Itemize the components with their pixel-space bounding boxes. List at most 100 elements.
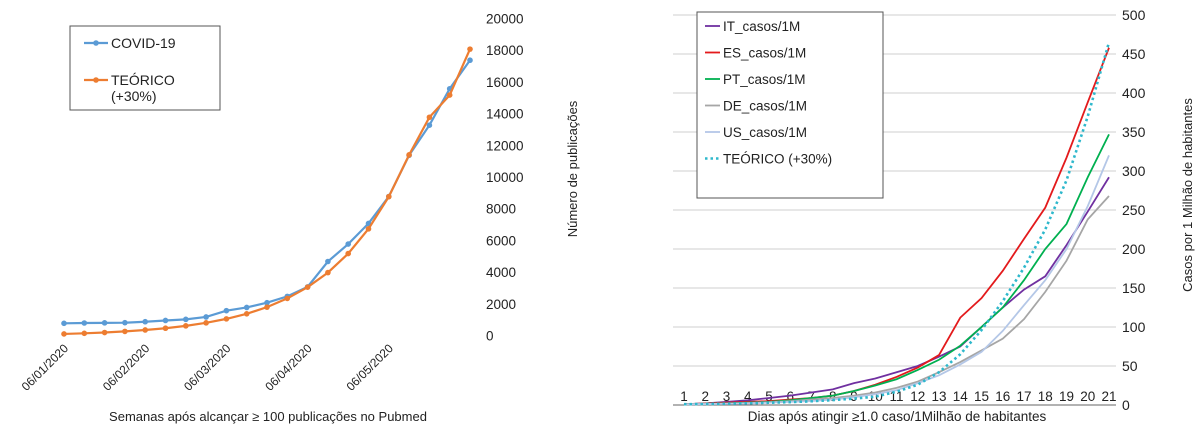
left-data-point-te-rico	[345, 250, 352, 257]
left-data-point-covid-19	[162, 317, 169, 324]
right-y-tick-label: 450	[1122, 46, 1146, 62]
right-x-tick-label: 5	[765, 389, 773, 404]
left-data-point-te-rico	[284, 295, 291, 302]
right-series-line-it-casos-1m	[683, 176, 1110, 406]
right-y-axis: 0 50 100 150 200 250 300 350 400 450 500	[1122, 7, 1146, 413]
right-legend-label: ES_casos/1M	[723, 46, 806, 61]
left-data-point-covid-19	[142, 318, 148, 325]
right-y-tick-label: 350	[1122, 124, 1146, 140]
right-x-tick-label: 17	[1016, 389, 1031, 404]
left-data-point-covid-19	[203, 314, 209, 320]
left-series	[61, 46, 473, 337]
right-x-tick-label: 21	[1101, 389, 1116, 404]
right-series-line-us-casos-1m	[683, 155, 1110, 406]
left-legend-marker	[93, 77, 99, 83]
left-data-point-te-rico	[304, 284, 311, 290]
right-legend-label: PT_casos/1M	[723, 72, 806, 87]
right-x-tick-label: 1	[680, 389, 688, 404]
right-x-axis-label: Dias após atingir ≥1.0 caso/1Milhão de h…	[748, 409, 1047, 424]
left-chart: 0 2000 4000 6000 8000 10000 12000 14000 16000 180…	[19, 12, 580, 425]
left-x-tick-label: 06/03/2020	[181, 341, 234, 394]
right-y-axis-label: Casos por 1 Milhão de habitantes	[1180, 98, 1195, 292]
left-legend-label: COVID-19	[111, 35, 176, 51]
left-data-point-covid-19	[264, 299, 270, 306]
left-y-tick-label: 2000	[486, 297, 516, 312]
left-data-point-te-rico	[122, 328, 128, 335]
right-x-tick-label: 13	[931, 389, 946, 404]
left-y-tick-label: 6000	[486, 233, 516, 248]
right-x-tick-label: 19	[1059, 389, 1074, 404]
right-series	[683, 41, 1111, 406]
left-data-point-covid-19	[101, 320, 108, 326]
right-legend: IT_casos/1M ES_casos/1M PT_casos/1M DE_caso…	[696, 11, 884, 199]
right-y-tick-label: 200	[1122, 241, 1146, 257]
right-x-tick-label: 4	[744, 389, 752, 404]
right-legend-box	[696, 11, 884, 199]
left-y-tick-label: 16000	[486, 75, 524, 90]
left-x-axis-label: Semanas após alcançar ≥ 100 publicações …	[109, 409, 427, 424]
left-legend-box	[69, 25, 221, 111]
left-data-point-te-rico	[243, 311, 250, 317]
left-x-tick-label: 06/01/2020	[19, 341, 72, 394]
left-data-point-te-rico	[426, 114, 433, 121]
right-x-tick-label: 20	[1080, 389, 1095, 404]
left-data-point-te-rico	[406, 152, 412, 158]
left-legend-label-line2: (+30%)	[111, 88, 157, 104]
right-y-tick-label: 300	[1122, 163, 1146, 179]
left-y-tick-label: 20000	[486, 12, 524, 27]
left-y-tick-label: 8000	[486, 202, 516, 217]
right-x-tick-label: 14	[953, 389, 969, 404]
left-data-point-te-rico	[183, 323, 189, 329]
left-data-point-te-rico	[223, 316, 230, 322]
left-data-point-te-rico	[467, 46, 473, 52]
left-data-point-te-rico	[264, 304, 270, 310]
left-legend-label: TEÓRICO	[111, 72, 175, 88]
right-x-tick-label: 3	[723, 389, 731, 404]
left-y-tick-label: 14000	[486, 107, 524, 122]
left-data-point-te-rico	[61, 331, 67, 337]
left-data-point-covid-19	[243, 304, 250, 311]
left-legend-marker	[93, 40, 99, 46]
left-data-point-covid-19	[81, 320, 88, 326]
left-y-tick-label: 12000	[486, 138, 524, 153]
left-data-point-te-rico	[365, 226, 372, 232]
right-y-tick-label: 500	[1122, 7, 1146, 23]
left-data-point-covid-19	[345, 241, 352, 247]
right-x-tick-label: 2	[701, 389, 709, 404]
right-x-tick-label: 15	[974, 389, 989, 404]
left-x-tick-label: 06/04/2020	[262, 341, 315, 394]
left-data-point-covid-19	[122, 319, 128, 326]
left-data-point-covid-19	[183, 316, 189, 323]
right-y-tick-label: 400	[1122, 85, 1146, 101]
left-y-tick-label: 0	[486, 329, 494, 344]
left-data-point-te-rico	[81, 330, 88, 337]
left-data-point-te-rico	[446, 92, 453, 98]
right-legend-label: DE_casos/1M	[723, 99, 807, 114]
right-x-tick-label: 16	[995, 389, 1010, 404]
right-y-tick-label: 50	[1122, 358, 1138, 374]
left-data-point-covid-19	[61, 320, 67, 327]
right-series-line-te-rico-30	[683, 41, 1111, 406]
left-data-point-te-rico	[101, 329, 108, 336]
left-y-tick-label: 10000	[486, 170, 524, 185]
left-data-point-te-rico	[203, 320, 209, 326]
left-data-point-covid-19	[325, 258, 331, 265]
left-data-point-covid-19	[426, 122, 433, 128]
right-x-tick-label: 7	[808, 389, 816, 404]
right-y-tick-label: 100	[1122, 319, 1146, 335]
right-y-tick-label: 150	[1122, 280, 1146, 296]
right-x-tick-label: 12	[910, 389, 925, 404]
left-data-point-te-rico	[142, 327, 148, 333]
left-y-tick-label: 18000	[486, 43, 524, 58]
left-y-axis: 0 2000 4000 6000 8000 10000 12000 14000 16000 180…	[486, 12, 524, 344]
left-y-tick-label: 4000	[486, 265, 516, 280]
left-data-point-te-rico	[162, 325, 169, 332]
left-x-tick-label: 06/02/2020	[100, 341, 153, 394]
right-legend-label: IT_casos/1M	[723, 19, 800, 34]
left-data-point-te-rico	[325, 269, 331, 276]
right-y-tick-label: 0	[1122, 397, 1130, 413]
right-y-tick-label: 250	[1122, 202, 1146, 218]
left-y-axis-label: Número de publicações	[565, 100, 580, 237]
